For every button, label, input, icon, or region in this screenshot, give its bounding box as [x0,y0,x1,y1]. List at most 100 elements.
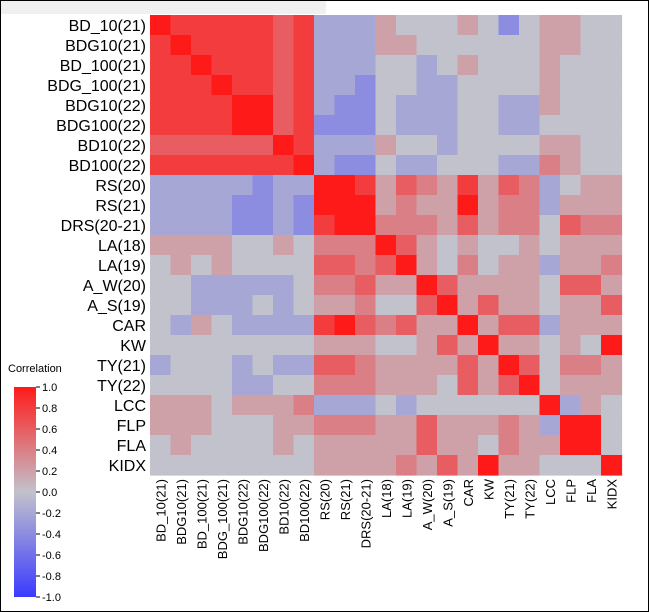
heatmap-cell [253,275,274,296]
heatmap-cell [150,295,171,316]
heatmap-cell [171,275,192,296]
row-label: BDG100(22) [56,118,146,135]
row-label: RS(21) [95,198,146,215]
heatmap-cell [560,375,581,396]
heatmap-cell [437,355,458,376]
heatmap-cell [417,215,438,236]
heatmap-cell [499,355,520,376]
heatmap-cell [499,315,520,336]
heatmap-cell [273,55,294,76]
heatmap-cell [335,195,356,216]
heatmap-cell [540,455,561,476]
legend-tick-label: 0.0 [42,487,57,499]
heatmap-cell [335,315,356,336]
heatmap-cell [191,395,212,416]
heatmap-cell [253,435,274,456]
heatmap-cell [232,115,253,136]
heatmap-cell [581,375,602,396]
heatmap-cell [273,255,294,276]
column-label: FLP [563,479,578,503]
heatmap-cell [273,375,294,396]
heatmap-cell [253,35,274,56]
heatmap-cell [314,455,335,476]
heatmap-cell [519,75,540,96]
heatmap-cell [560,135,581,156]
heatmap-cell [171,135,192,156]
heatmap-cell [540,115,561,136]
heatmap-cell [376,235,397,256]
heatmap-cell [519,255,540,276]
heatmap-cell [171,155,192,176]
heatmap-cell [478,275,499,296]
row-label: DRS(20-21) [61,218,146,235]
heatmap-cell [478,435,499,456]
heatmap-cell [150,95,171,116]
heatmap-cell [273,275,294,296]
heatmap-cell [232,255,253,276]
heatmap-cell [335,155,356,176]
heatmap-cell [499,375,520,396]
heatmap-cell [232,355,253,376]
heatmap-cell [294,415,315,436]
heatmap-cell [212,335,233,356]
heatmap-cell [458,35,479,56]
heatmap-cell [396,35,417,56]
row-label: FLP [117,418,146,435]
heatmap-cell [253,195,274,216]
heatmap-cell [355,335,376,356]
heatmap-cell [191,335,212,356]
heatmap-cell [499,335,520,356]
heatmap-cell [191,155,212,176]
heatmap-cell [540,215,561,236]
heatmap-cell [294,315,315,336]
heatmap-cell [396,175,417,196]
heatmap-cell [540,255,561,276]
heatmap-cell [171,115,192,136]
heatmap-cell [458,175,479,196]
heatmap-cell [150,275,171,296]
column-label: TY(22) [522,479,537,519]
heatmap-cell [396,255,417,276]
heatmap-cell [540,95,561,116]
heatmap-cell [560,155,581,176]
heatmap-cell [150,195,171,216]
heatmap-cell [376,435,397,456]
heatmap-cell [294,335,315,356]
heatmap-cell [314,235,335,256]
heatmap-cell [314,275,335,296]
heatmap-cell [458,455,479,476]
heatmap-cell [376,375,397,396]
heatmap-cell [171,355,192,376]
row-label: A_S(19) [87,298,146,315]
row-label: BDG10(22) [65,98,146,115]
heatmap-cell [376,115,397,136]
heatmap-cell [519,375,540,396]
heatmap-cell [560,115,581,136]
heatmap-cell [540,435,561,456]
heatmap-cell [212,455,233,476]
heatmap-cell [314,435,335,456]
heatmap-cell [540,35,561,56]
heatmap-cell [150,15,171,36]
heatmap-cell [499,235,520,256]
heatmap-cell [478,55,499,76]
heatmap-cell [314,15,335,36]
heatmap-cell [150,415,171,436]
heatmap-cell [581,155,602,176]
heatmap-cell [499,35,520,56]
heatmap-cell [212,355,233,376]
heatmap-cell [335,335,356,356]
column-label: BD100(22) [297,479,312,542]
heatmap-cell [355,415,376,436]
heatmap-cell [355,75,376,96]
heatmap-cell [191,55,212,76]
heatmap-cell [499,455,520,476]
column-label: KIDX [604,479,619,510]
heatmap-cell [519,315,540,336]
column-label: BD_100(21) [194,479,209,549]
heatmap-cell [191,195,212,216]
heatmap-cell [581,15,602,36]
legend-tick-label: -1.0 [42,592,61,604]
heatmap-cell [294,395,315,416]
heatmap-cell [355,255,376,276]
